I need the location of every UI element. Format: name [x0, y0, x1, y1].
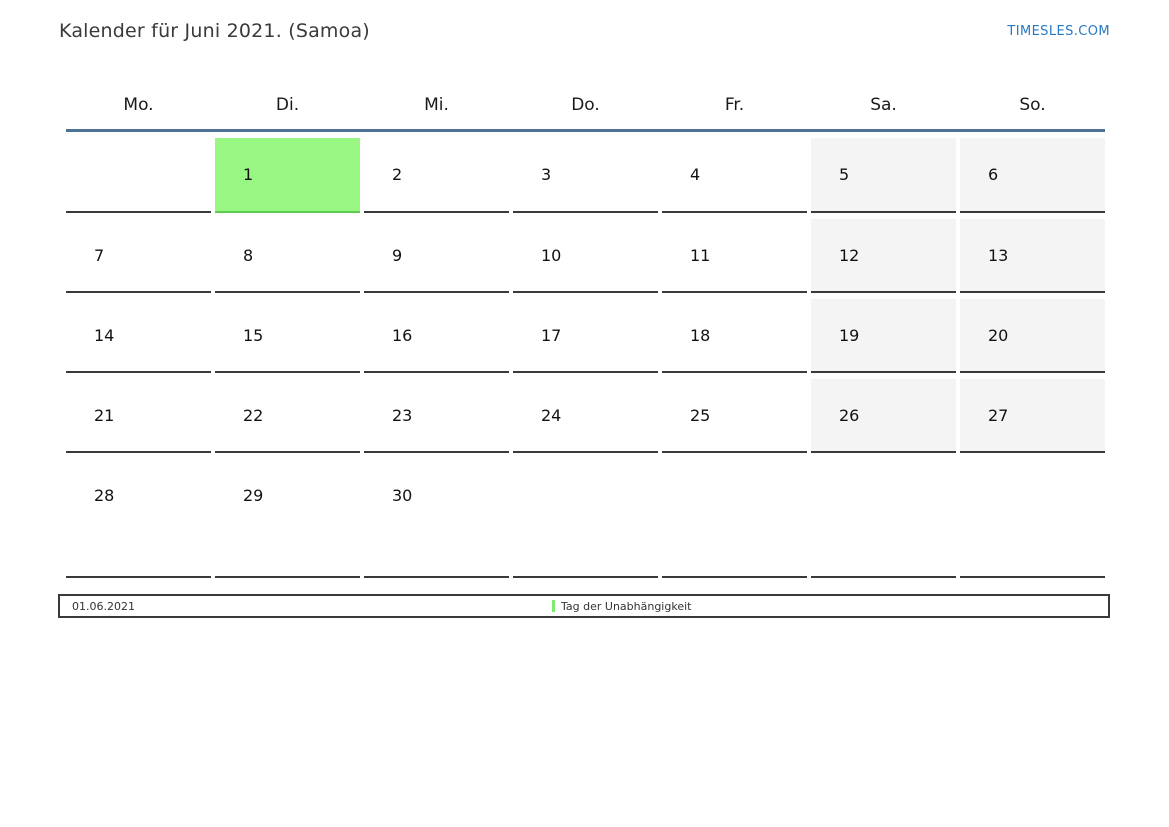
day-cell-empty: [662, 459, 807, 578]
day-cell-3: 3: [513, 138, 658, 213]
day-cell-22: 22: [215, 379, 360, 453]
day-cell-10: 10: [513, 219, 658, 293]
holiday-marker-icon: [552, 600, 555, 612]
day-cell-24: 24: [513, 379, 658, 453]
day-cell-20: 20: [960, 299, 1105, 373]
weekday-header: Mi.: [424, 94, 449, 115]
site-link[interactable]: TIMESLES.COM: [1007, 24, 1110, 39]
legend-bar: 01.06.2021 Tag der Unabhängigkeit: [58, 594, 1110, 618]
day-cell-25: 25: [662, 379, 807, 453]
day-cell-empty: [960, 459, 1105, 578]
day-cell-9: 9: [364, 219, 509, 293]
weekday-header: Di.: [275, 94, 300, 115]
day-cell-15: 15: [215, 299, 360, 373]
day-cell-19: 19: [811, 299, 956, 373]
day-cell-5: 5: [811, 138, 956, 213]
page-title: Kalender für Juni 2021. (Samoa): [59, 20, 370, 42]
day-cell-14: 14: [66, 299, 211, 373]
legend-holiday-entry: Tag der Unabhängigkeit: [552, 600, 691, 613]
day-cell-17: 17: [513, 299, 658, 373]
day-cell-13: 13: [960, 219, 1105, 293]
day-cell-8: 8: [215, 219, 360, 293]
weekday-header-row: Mo. Di. Mi. Do. Fr. Sa. So.: [66, 80, 1105, 129]
day-cell-4: 4: [662, 138, 807, 213]
day-cell-23: 23: [364, 379, 509, 453]
day-cell-16: 16: [364, 299, 509, 373]
day-cell-18: 18: [662, 299, 807, 373]
weekday-header: So.: [1019, 94, 1046, 115]
day-cell-2: 2: [364, 138, 509, 213]
day-cell-12: 12: [811, 219, 956, 293]
calendar-grid: 1 2 3 4 5 6 7 8 9 10 11 12 13 14 15 16 17 18 19 20 21 22 23 24 2…: [66, 132, 1105, 578]
day-cell-1: 1: [215, 138, 360, 213]
day-cell-6: 6: [960, 138, 1105, 213]
day-cell-26: 26: [811, 379, 956, 453]
day-cell-empty: [811, 459, 956, 578]
day-cell-27: 27: [960, 379, 1105, 453]
weekday-header: Do.: [571, 94, 600, 115]
day-cell-11: 11: [662, 219, 807, 293]
day-cell-29: 29: [215, 459, 360, 578]
day-cell-empty: [66, 138, 211, 213]
day-cell-21: 21: [66, 379, 211, 453]
weekday-header: Fr.: [724, 94, 745, 115]
holiday-label: Tag der Unabhängigkeit: [561, 599, 692, 613]
weekday-header: Mo.: [123, 94, 154, 115]
day-cell-7: 7: [66, 219, 211, 293]
day-cell-empty: [513, 459, 658, 578]
calendar: Mo. Di. Mi. Do. Fr. Sa. So. 1 2 3 4 5 6 7 8 9 10 11 12 13 1…: [66, 80, 1105, 578]
header-divider-line: [66, 129, 1105, 132]
weekday-header: Sa.: [870, 94, 897, 115]
day-cell-28: 28: [66, 459, 211, 578]
day-cell-30: 30: [364, 459, 509, 578]
legend-date: 01.06.2021: [72, 599, 135, 613]
